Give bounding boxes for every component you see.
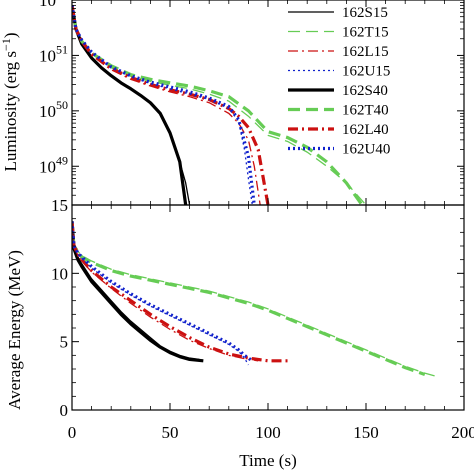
legend-label-162S40: 162S40 bbox=[342, 83, 388, 99]
x-axis-title: Time (s) bbox=[239, 451, 296, 470]
luminosity-series-162S40 bbox=[72, 5, 188, 205]
legend: 162S15 162T15 162L15 162U15 162S40 162T40 162L… bbox=[288, 5, 390, 158]
energy-series-162T15 bbox=[72, 225, 435, 377]
luminosity-panel: 1049 1050 1051 1052 Luminosity (erg s−1) bbox=[0, 0, 465, 206]
legend-label-162L15: 162L15 bbox=[342, 44, 389, 60]
luminosity-frame bbox=[71, 0, 465, 206]
luminosity-ytick-label: 1049 bbox=[39, 153, 68, 176]
luminosity-series-162T40 bbox=[72, 5, 364, 205]
luminosity-series-162L15 bbox=[72, 5, 261, 205]
luminosity-ytick-label: 1052 bbox=[39, 0, 68, 10]
luminosity-series-162U40 bbox=[72, 5, 256, 205]
energy-ytick-label: 15 bbox=[51, 196, 68, 215]
energy-series-162L40 bbox=[72, 221, 292, 363]
luminosity-series-162U15 bbox=[72, 5, 253, 205]
luminosity-ylabel: Luminosity (erg s−1) bbox=[0, 32, 20, 171]
luminosity-series-162S15 bbox=[72, 5, 191, 205]
luminosity-series-162L40 bbox=[72, 5, 270, 205]
energy-frame bbox=[71, 204, 465, 411]
luminosity-series-162T15 bbox=[72, 5, 367, 205]
x-axis: 0 50 100 150 200 bbox=[68, 423, 474, 442]
xtick-label: 100 bbox=[255, 423, 281, 442]
energy-series-162S40 bbox=[72, 221, 204, 363]
xtick-label: 50 bbox=[162, 423, 179, 442]
luminosity-ytick-label: 1051 bbox=[39, 42, 68, 65]
legend-label-162U15: 162U15 bbox=[342, 64, 390, 80]
xtick-label: 150 bbox=[353, 423, 379, 442]
energy-ylabel: Average Energy (MeV) bbox=[5, 250, 24, 410]
energy-series-162S15 bbox=[72, 225, 200, 361]
xtick-label: 0 bbox=[68, 423, 77, 442]
energy-series-162L15 bbox=[72, 225, 259, 362]
legend-label-162T15: 162T15 bbox=[342, 25, 389, 41]
energy-ytick-label: 10 bbox=[51, 264, 68, 283]
legend-label-162S15: 162S15 bbox=[342, 5, 388, 21]
energy-series-162T40 bbox=[72, 221, 426, 376]
energy-panel: 0 5 10 15 Average Energy (MeV) bbox=[5, 196, 465, 420]
luminosity-ytick-label: 1050 bbox=[39, 98, 68, 121]
energy-ytick-label: 5 bbox=[60, 333, 69, 352]
legend-label-162U40: 162U40 bbox=[342, 142, 390, 158]
energy-ytick-label: 0 bbox=[60, 401, 69, 420]
legend-label-162L40: 162L40 bbox=[342, 122, 389, 138]
xtick-label: 200 bbox=[451, 423, 474, 442]
legend-label-162T40: 162T40 bbox=[342, 103, 389, 119]
